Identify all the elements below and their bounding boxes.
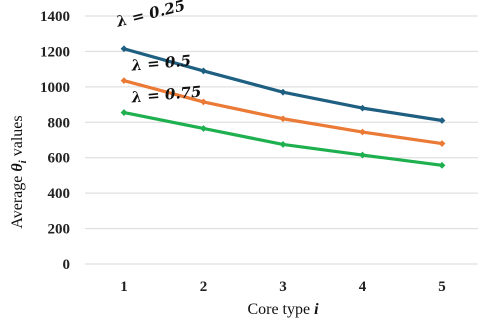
x-tick-label: 2	[200, 279, 208, 295]
y-tick-label: 0	[63, 257, 71, 273]
series-label: λ = 0.5	[130, 52, 192, 75]
x-axis-title: Core type i	[247, 301, 319, 318]
x-axis-ticks: 1 2 3 4 5	[120, 279, 446, 295]
x-tick-label: 5	[438, 279, 446, 295]
data-point-marker	[120, 109, 128, 116]
data-point-marker	[438, 161, 446, 169]
series-lines	[120, 45, 446, 169]
x-tick-label: 4	[359, 279, 367, 295]
data-point-marker	[200, 67, 207, 75]
y-tick-label: 1000	[40, 80, 70, 96]
data-point-marker	[359, 128, 366, 136]
y-tick-label: 800	[48, 115, 71, 131]
data-point-marker	[120, 45, 128, 53]
data-point-marker	[359, 104, 366, 112]
data-point-marker	[200, 98, 207, 106]
x-tick-label: 1	[120, 279, 128, 295]
data-point-marker	[359, 151, 366, 159]
data-point-marker	[279, 141, 287, 148]
y-axis-title: Average θi values	[9, 115, 29, 228]
data-point-marker	[438, 140, 446, 147]
y-tick-label: 200	[48, 222, 71, 238]
y-tick-label: 600	[48, 151, 71, 167]
y-axis-ticks: 0 200 400 600 800 1000 1200 1400	[40, 9, 70, 273]
y-tick-label: 1200	[40, 44, 70, 60]
x-tick-label: 3	[279, 279, 287, 295]
data-point-marker	[200, 125, 207, 132]
y-tick-label: 400	[48, 186, 71, 202]
data-point-marker	[120, 77, 128, 85]
series-labels: λ = 0.25λ = 0.5λ = 0.75	[114, 0, 203, 107]
y-tick-label: 1400	[40, 9, 70, 25]
data-point-marker	[279, 88, 287, 96]
data-point-marker	[438, 117, 446, 124]
series-label: λ = 0.25	[114, 0, 187, 31]
data-point-marker	[279, 115, 287, 123]
